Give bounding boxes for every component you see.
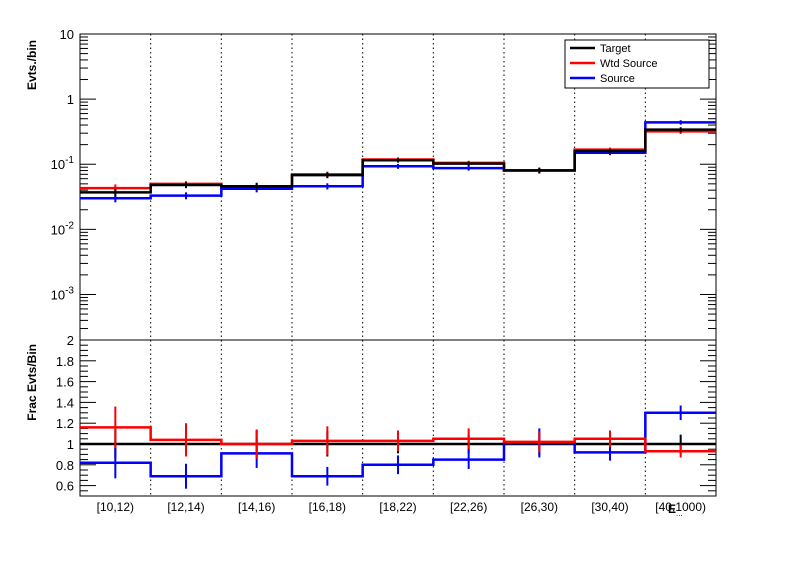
ratio-y-tick-label: 1.4: [56, 395, 74, 410]
top-y-tick-label: 10-3: [51, 285, 75, 302]
x-category-label: [14,16): [238, 500, 275, 514]
ratio-y-tick-label: 0.6: [56, 479, 74, 494]
top-y-tick-label: 10-1: [51, 155, 75, 172]
x-category-label: [18,22): [379, 500, 416, 514]
legend-entry-label: Target: [600, 43, 631, 55]
ratio-y-tick-label: 0.8: [56, 458, 74, 473]
x-category-label: [12,14): [167, 500, 204, 514]
ratio-y-tick-label: 1.8: [56, 354, 74, 369]
x-category-label: [40,1000): [655, 500, 706, 514]
top-y-tick-label: 1: [67, 92, 74, 107]
top-y-tick-label: 10: [60, 27, 74, 42]
ratio-y-tick-label: 2: [67, 333, 74, 348]
ratio-y-tick-label: 1.2: [56, 416, 74, 431]
legend: Target Wtd Source Source: [564, 39, 710, 89]
legend-entry-label: Wtd Source: [600, 58, 657, 70]
x-axis-label: E...: [668, 502, 683, 518]
x-category-label: [22,26): [450, 500, 487, 514]
bottom-y-axis-label: Frac Evts/Bin: [25, 344, 39, 421]
x-category-label: [16,18): [309, 500, 346, 514]
x-category-label: [26,30): [521, 500, 558, 514]
ratio-y-tick-label: 1: [67, 437, 74, 452]
top-y-axis-label: Evts./bin: [25, 40, 39, 90]
x-category-label: [30,40): [591, 500, 628, 514]
ratio-panel: 0.6 0.8 1 1.2 1.4 1.6 1.8 2 [10,12) [12,14) [14,16…: [56, 333, 717, 518]
ratio-wtd-source-line: [80, 426, 716, 453]
ratio-y-tick-label: 1.6: [56, 375, 74, 390]
top-y-tick-label: 10-2: [51, 220, 75, 237]
x-category-label: [10,12): [97, 500, 134, 514]
legend-entry-label: Source: [600, 73, 635, 85]
